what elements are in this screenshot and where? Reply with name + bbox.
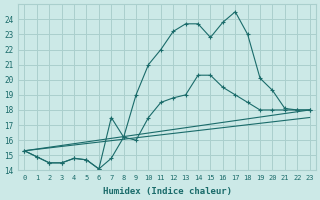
X-axis label: Humidex (Indice chaleur): Humidex (Indice chaleur) (102, 187, 232, 196)
